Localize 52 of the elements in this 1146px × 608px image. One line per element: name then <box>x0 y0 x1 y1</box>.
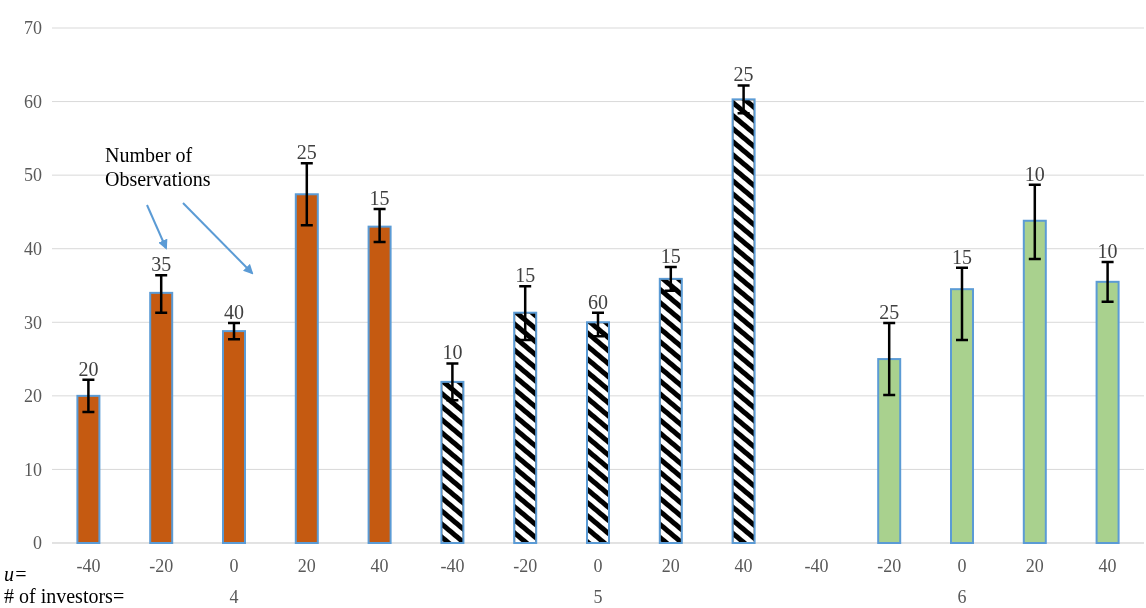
annotation: 40 <box>224 301 244 324</box>
x-tick-label: 0 <box>229 555 239 576</box>
x-tick-label: -20 <box>513 555 538 576</box>
x-tick-label: 20 <box>661 555 680 576</box>
annotation: 35 <box>151 253 172 276</box>
y-tick-label: 10 <box>24 459 42 480</box>
x-tick-label: 40 <box>734 555 753 576</box>
annotation: 10 <box>442 341 463 364</box>
bar <box>76 394 101 544</box>
bar <box>877 358 902 544</box>
bar <box>294 193 319 544</box>
x-tick-label: -40 <box>440 555 465 576</box>
y-tick-label: 40 <box>24 238 42 259</box>
bar <box>367 225 392 544</box>
x-tick-label: 40 <box>370 555 389 576</box>
text: 4 <box>229 587 239 607</box>
text: 6 <box>957 587 967 607</box>
x-tick-label: -40 <box>76 555 101 576</box>
annotation: 25 <box>296 141 317 164</box>
annotation: 60 <box>588 290 608 313</box>
bar <box>222 330 246 544</box>
x-tick-label: -20 <box>877 555 902 576</box>
x-tick-label: 40 <box>1098 555 1117 576</box>
annotation: 25 <box>879 301 900 324</box>
annotation: 10 <box>1097 239 1118 262</box>
x-tick-label: 0 <box>957 555 967 576</box>
bar <box>950 288 974 544</box>
bar <box>1095 280 1120 544</box>
y-tick-label: 0 <box>33 533 42 554</box>
annotation: Number of Observations <box>105 144 211 190</box>
y-tick-label: 60 <box>24 91 42 112</box>
annotation: 15 <box>369 186 390 209</box>
bar <box>1022 219 1047 544</box>
text: u= <box>4 563 28 585</box>
bar <box>149 291 174 544</box>
annotation: 15 <box>660 245 681 268</box>
annotation: 15 <box>515 264 536 287</box>
text: 5 <box>593 587 603 607</box>
x-tick-label: -20 <box>149 555 174 576</box>
y-tick-label: 30 <box>24 312 42 333</box>
annotation: 15 <box>952 245 972 268</box>
y-tick-label: 70 <box>24 18 42 39</box>
annotation: 20 <box>78 357 99 380</box>
y-tick-label: 20 <box>24 386 42 407</box>
x-tick-label: 20 <box>1025 555 1044 576</box>
x-tick-label: 0 <box>593 555 603 576</box>
x-tick-label: -40 <box>804 555 829 576</box>
y-tick-label: 50 <box>24 165 42 186</box>
annotation: 25 <box>733 63 754 86</box>
annotation: 10 <box>1024 162 1045 185</box>
x-tick-label: 20 <box>297 555 316 576</box>
text: # of investors= <box>4 585 125 607</box>
